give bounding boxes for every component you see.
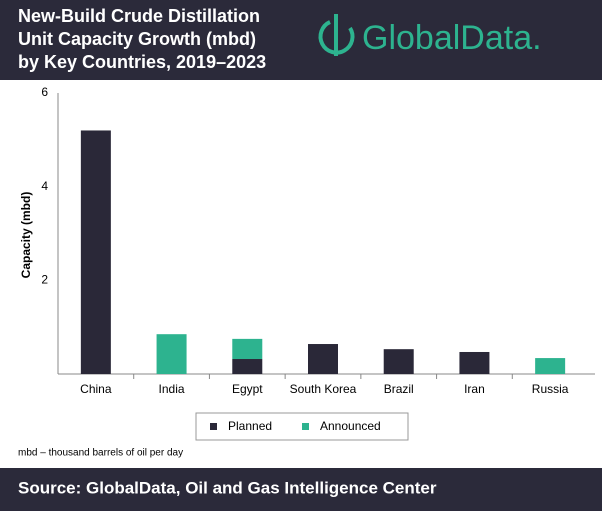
footer [0, 468, 602, 511]
bar-segment [156, 334, 187, 374]
x-tick-label: Brazil [384, 382, 414, 396]
bar-segment [383, 349, 414, 374]
source: Source: GlobalData, Oil and Gas Intellig… [18, 478, 437, 497]
x-tick-label: South Korea [290, 382, 357, 396]
logo: GlobalData. [362, 19, 542, 57]
y-axis-label: Capacity (mbd) [19, 192, 33, 279]
x-tick-label: Russia [532, 382, 569, 396]
y-tick-label: 2 [41, 273, 48, 287]
logo-icon [318, 14, 355, 56]
y-tick-label: 6 [41, 85, 48, 99]
note: mbd – thousand barrels of oil per day [18, 448, 183, 459]
bar-segment [535, 358, 566, 374]
bar-segment [232, 338, 263, 360]
bar-segment [80, 130, 111, 374]
bar-segment [232, 359, 263, 374]
bar-segment [459, 351, 490, 374]
legend-swatch [210, 423, 217, 430]
legend-label: Planned [228, 419, 272, 433]
chart-title: Unit Capacity Growth (mbd) [18, 29, 256, 49]
x-tick-label: Iran [464, 382, 485, 396]
x-tick-label: Egypt [232, 382, 263, 396]
x-tick-label: India [159, 382, 185, 396]
header [0, 0, 602, 80]
chart-title: New-Build Crude Distillation [18, 6, 260, 26]
x-tick-label: China [80, 382, 112, 396]
legend-label: Announced [320, 419, 381, 433]
bar-segment [308, 344, 338, 374]
y-tick-label: 4 [41, 179, 48, 193]
legend-swatch [302, 423, 309, 430]
chart-title: by Key Countries, 2019–2023 [18, 52, 266, 72]
